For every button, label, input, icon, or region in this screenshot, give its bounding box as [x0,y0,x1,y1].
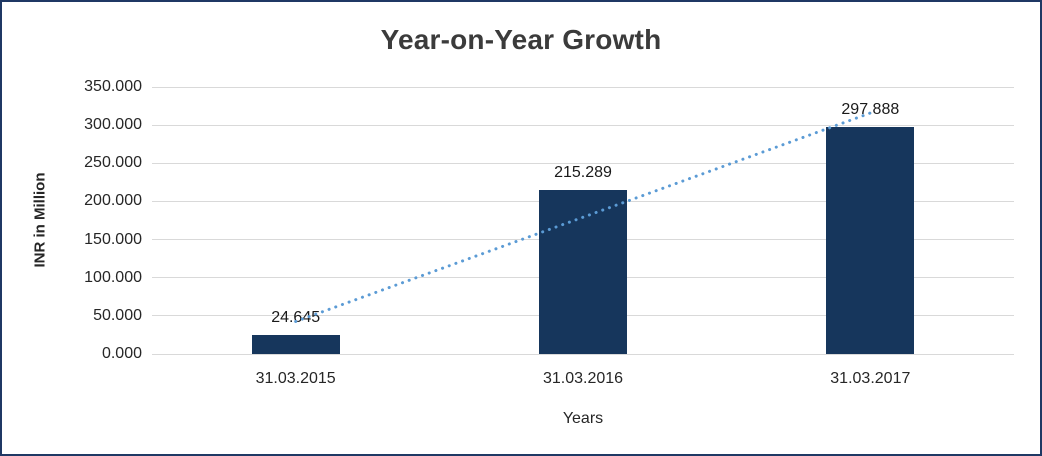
bar-data-label: 24.645 [271,309,321,327]
bar-data-label: 297.888 [841,100,900,118]
y-axis-tick-label: 150.000 [84,230,142,248]
y-axis-tick-label: 350.000 [84,78,142,95]
x-axis-tick-label: 31.03.2016 [542,370,624,387]
chart-title: Year-on-Year Growth [380,24,662,55]
y-axis-tick-label: 250.000 [84,154,142,172]
x-axis-tick-label: 31.03.2017 [830,370,911,387]
bar [826,126,915,354]
y-axis-tick-label: 200.000 [84,192,142,210]
x-axis-tick-label: 31.03.2015 [255,370,336,387]
y-axis-tick-label: 0.000 [101,345,142,362]
gridline [152,353,1014,355]
x-axis-title: Years [562,410,604,427]
y-axis-title: INR in Million [31,172,49,268]
bar [251,335,340,354]
y-axis-tick-label: 50.000 [93,306,142,324]
gridline [152,124,1014,126]
y-axis-tick-label: 100.000 [84,268,142,286]
y-axis-tick-label: 300.000 [84,116,142,134]
gridline [152,86,1014,88]
bar-data-label: 215.289 [554,163,612,181]
bar [539,189,627,354]
